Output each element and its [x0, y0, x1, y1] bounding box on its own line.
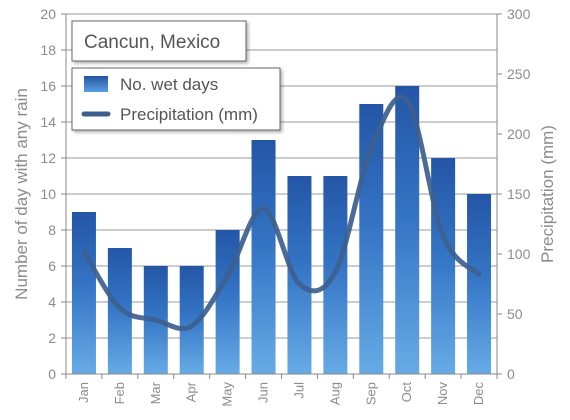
y2-tick-label: 300 — [507, 6, 531, 22]
y-tick-label: 20 — [40, 6, 56, 22]
y2-axis-title: Precipitation (mm) — [538, 125, 557, 263]
y-axis-title: Number of day with any rain — [12, 88, 31, 300]
y-axis-right-ticks: 0 50 100 150 200 250 300 — [507, 6, 531, 382]
x-tick-label-oct: Oct — [399, 382, 414, 403]
bar-jan — [71, 212, 96, 374]
x-tick-label-aug: Aug — [327, 382, 342, 405]
y-tick-label: 4 — [48, 294, 56, 310]
bar-nov — [431, 158, 456, 374]
bar-jun — [251, 140, 276, 374]
bar-series-wet-days — [71, 86, 492, 374]
y-tick-label: 18 — [40, 42, 56, 58]
legend-label-precipitation: Precipitation (mm) — [120, 105, 258, 124]
y-tick-label: 14 — [40, 114, 56, 130]
grid-lines — [66, 13, 497, 375]
y-tick-label: 8 — [48, 222, 56, 238]
x-tick-label-jul: Jul — [291, 382, 306, 399]
axes — [61, 13, 502, 379]
y-tick-label: 6 — [48, 258, 56, 274]
precipitation-line — [81, 94, 482, 332]
y-tick-label: 2 — [48, 330, 56, 346]
x-tick-label-sep: Sep — [363, 382, 378, 405]
y-axis-left-ticks: 0 2 4 6 8 10 12 14 16 18 20 — [40, 6, 56, 382]
x-tick-label-mar: Mar — [148, 381, 163, 404]
x-tick-label-may: May — [220, 382, 235, 407]
legend-swatch-wet-days — [84, 76, 108, 92]
x-tick-label-jan: Jan — [76, 382, 91, 403]
x-tick-label-apr: Apr — [184, 381, 199, 402]
title-box: Cancun, Mexico — [71, 20, 247, 62]
y2-tick-label: 100 — [507, 246, 531, 262]
legend-label-wet-days: No. wet days — [120, 75, 218, 94]
y2-tick-label: 0 — [507, 366, 515, 382]
x-axis-ticks: Jan Feb Mar Apr May Jun Jul Aug Sep Oct Nov Dec — [76, 381, 486, 406]
y2-tick-label: 150 — [507, 186, 531, 202]
y2-tick-label: 200 — [507, 126, 531, 142]
y-tick-label: 12 — [40, 150, 56, 166]
bar-oct — [395, 86, 420, 374]
line-series-precipitation — [81, 94, 482, 332]
y2-tick-label: 250 — [507, 66, 531, 82]
y-tick-label: 10 — [40, 186, 56, 202]
bar-dec — [467, 194, 492, 374]
chart-title: Cancun, Mexico — [84, 32, 220, 53]
y2-tick-label: 50 — [507, 306, 523, 322]
y-tick-label: 0 — [48, 366, 56, 382]
x-tick-label-nov: Nov — [435, 382, 450, 406]
y-tick-label: 16 — [40, 78, 56, 94]
x-tick-label-jun: Jun — [256, 382, 271, 403]
x-tick-label-feb: Feb — [112, 382, 127, 404]
legend: No. wet days Precipitation (mm) — [71, 67, 281, 131]
x-tick-label-dec: Dec — [471, 382, 486, 406]
